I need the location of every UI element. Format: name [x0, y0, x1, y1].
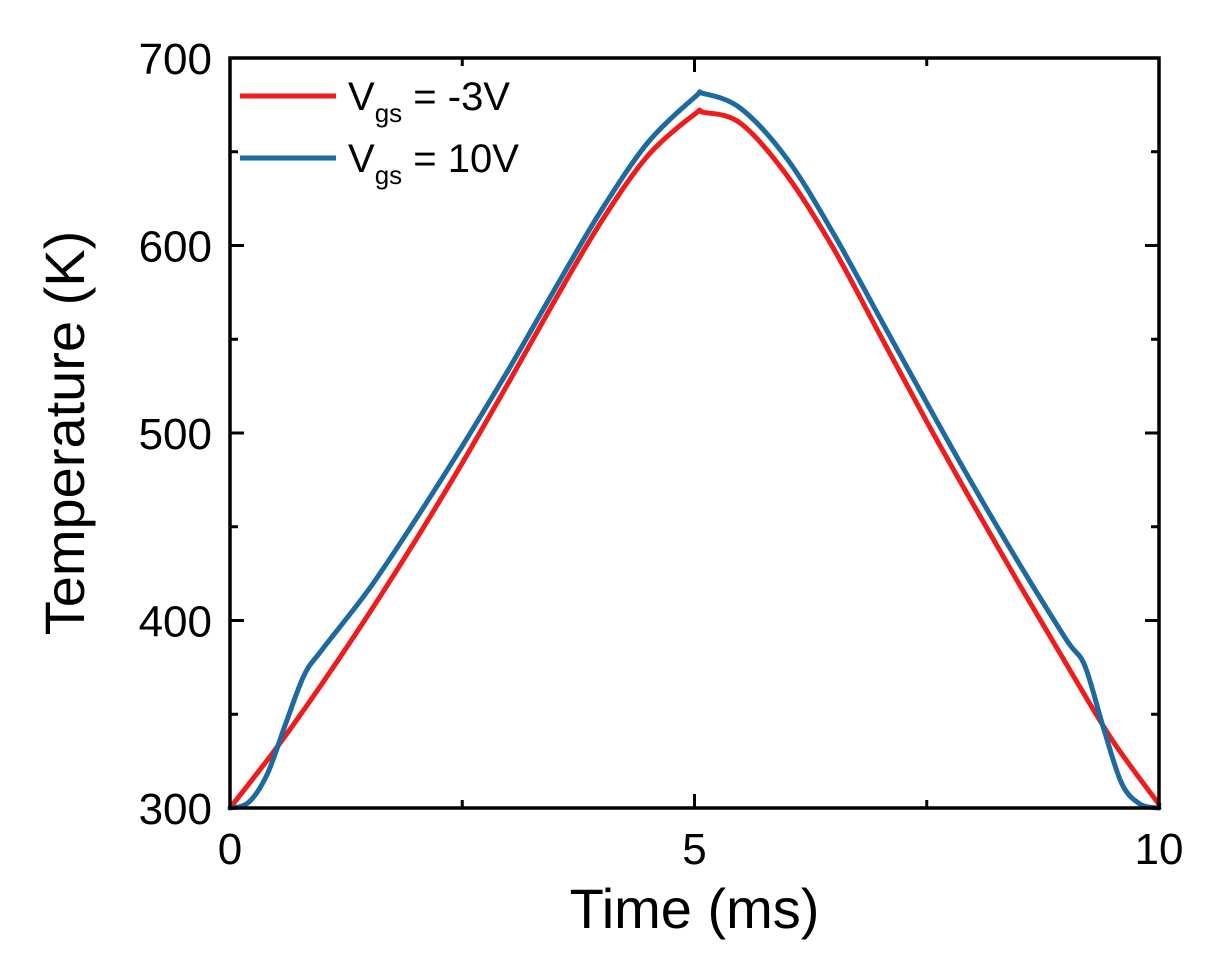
y-tick-label: 700 — [139, 35, 212, 84]
series-line-2 — [227, 89, 1162, 811]
y-tick-label: 500 — [139, 410, 212, 459]
x-tick-label: 0 — [218, 825, 242, 874]
series-line-1 — [227, 107, 1162, 811]
y-tick-label: 300 — [139, 785, 212, 834]
ticks-layer: 0 5 10 300 400 500 600 700 — [139, 35, 1184, 874]
x-tick-label: 10 — [1135, 825, 1184, 874]
y-tick-label: 400 — [139, 598, 212, 647]
series-layer — [227, 89, 1162, 811]
x-tick-label: 5 — [682, 825, 706, 874]
legend-label-2: Vgs = 10V — [348, 137, 519, 190]
legend-label-1: Vgs = -3V — [348, 75, 510, 128]
legend: Vgs = -3V Vgs = 10V — [240, 75, 519, 190]
y-tick-label: 600 — [139, 223, 212, 272]
x-axis-title: Time (ms) — [570, 877, 820, 940]
y-axis-title: Temperature (K) — [33, 231, 96, 636]
